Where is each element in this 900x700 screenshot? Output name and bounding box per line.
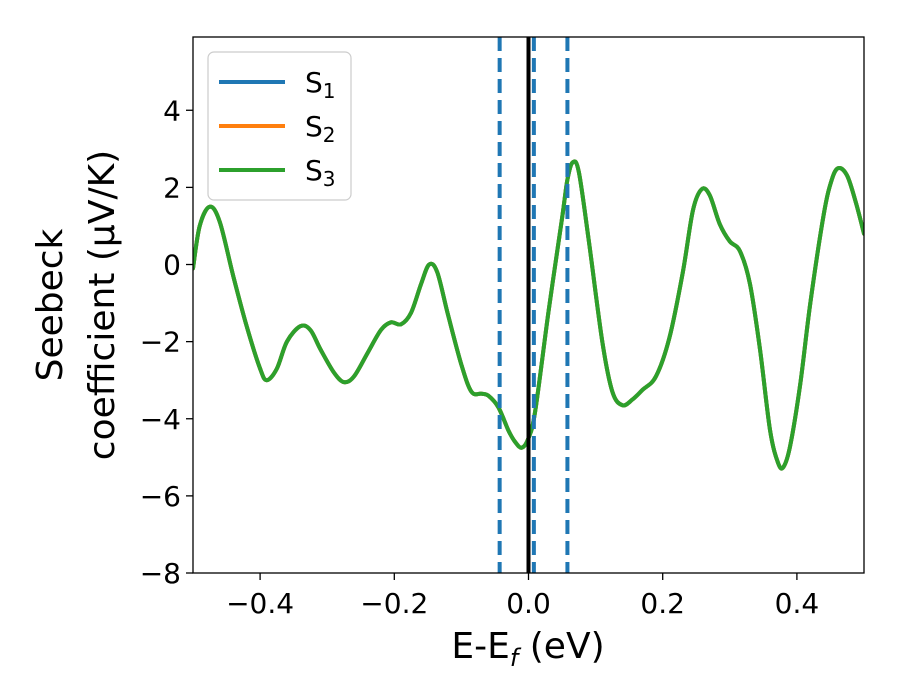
curves-group [193, 159, 864, 471]
y-tick-label: −6 [140, 480, 181, 513]
y-axis-label-line1: Seebeck [30, 228, 71, 381]
x-tick-label: 0.2 [640, 587, 685, 620]
x-tick-label: 0.0 [506, 587, 551, 620]
y-tick-label: 4 [163, 94, 181, 127]
y-tick-label: 2 [163, 171, 181, 204]
y-ticks-group: −8 −6 −4 −2 0 2 4 [140, 94, 193, 590]
x-axis-label: E-Ef (eV) [451, 626, 604, 672]
series-line-s3 [193, 159, 864, 471]
x-tick-label: −0.4 [226, 587, 294, 620]
x-tick-label: 0.4 [775, 587, 820, 620]
legend-label-s3: S3 [305, 154, 336, 191]
x-tick-label: −0.2 [360, 587, 428, 620]
y-axis-label: Seebeck coefficient (μV/K) [30, 150, 123, 460]
legend-label-s2: S2 [305, 110, 336, 147]
y-tick-label: 0 [163, 249, 181, 282]
legend-label-s1: S1 [305, 66, 336, 103]
vertical-lines-group [497, 37, 570, 573]
y-tick-label: −8 [140, 557, 181, 590]
x-ticks-group: −0.4 −0.2 0.0 0.2 0.4 [226, 573, 819, 620]
y-axis-label-line2: coefficient (μV/K) [82, 150, 123, 460]
y-tick-label: −4 [140, 403, 181, 436]
legend: S1 S2 S3 [207, 51, 352, 201]
y-tick-label: −2 [140, 326, 181, 359]
